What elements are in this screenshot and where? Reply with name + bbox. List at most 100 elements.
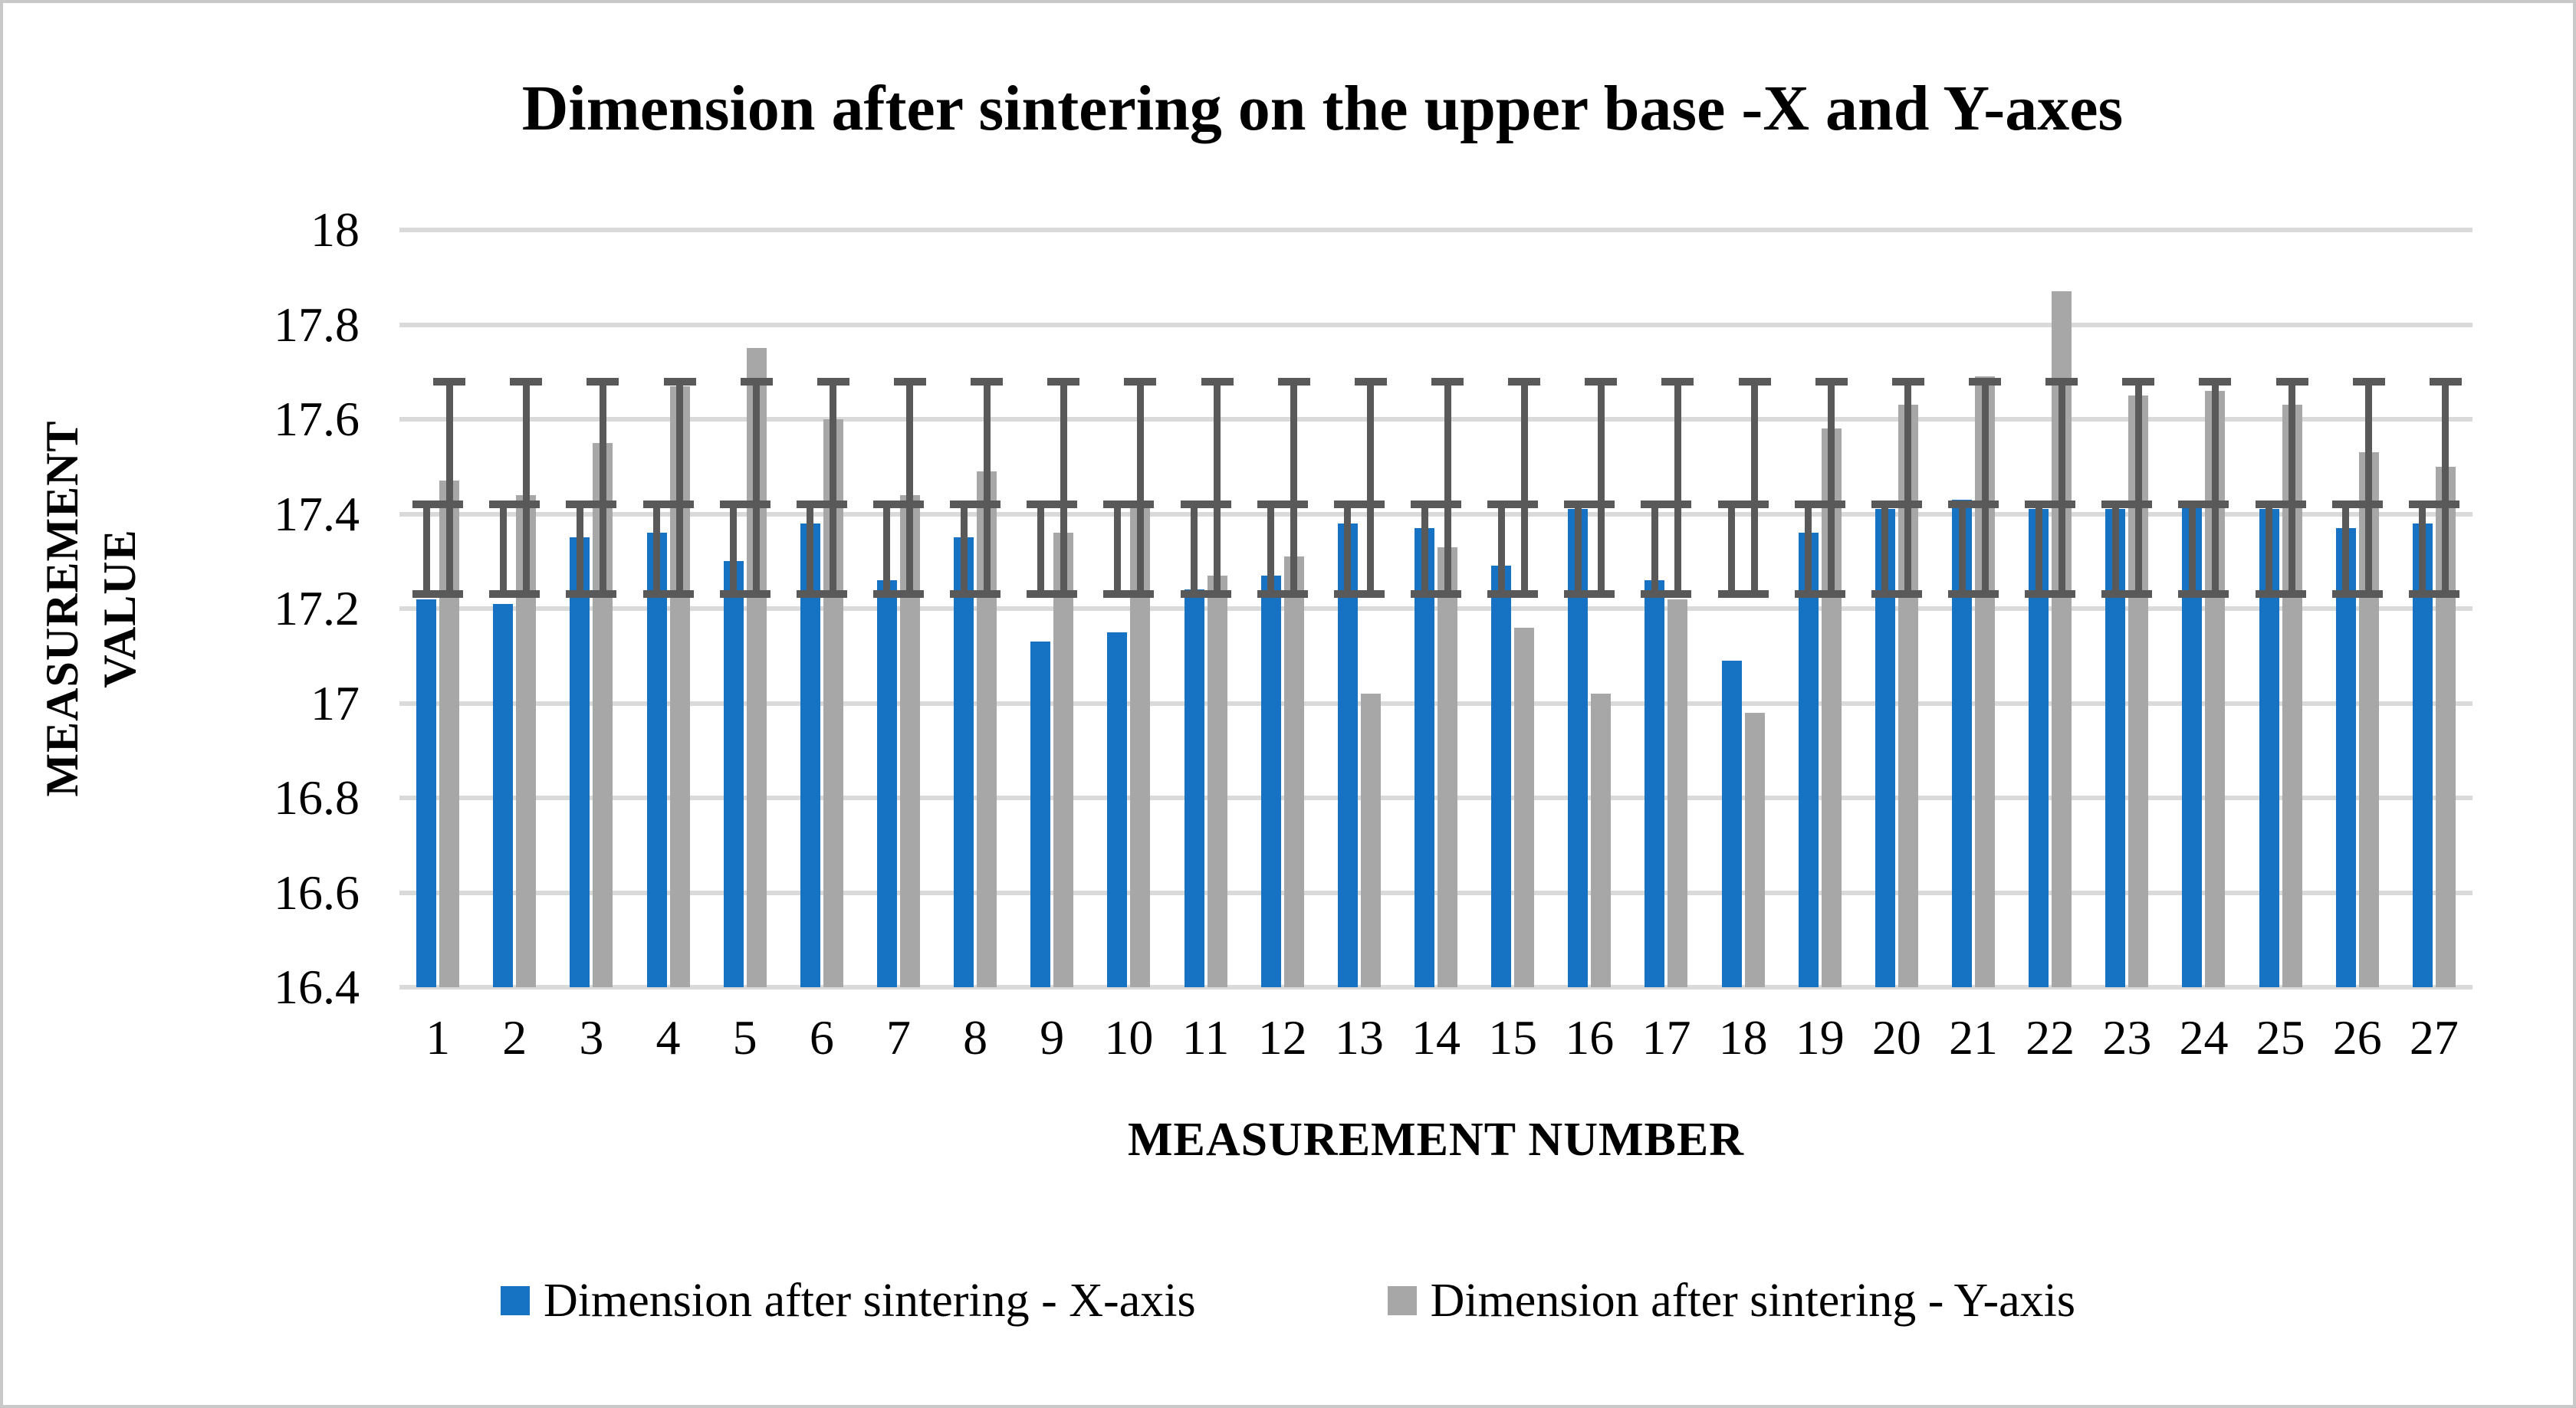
error-bar-cap-x-high	[412, 501, 464, 509]
error-bar-stem-x-series	[1805, 504, 1812, 595]
error-bar-cap-low	[1871, 590, 1922, 599]
error-bar-cap-x-high	[1948, 501, 1999, 509]
bar-x-axis-series	[2412, 523, 2433, 987]
bar-x-axis-series	[2335, 528, 2356, 987]
bar-y-axis-series	[1591, 694, 1612, 987]
error-bar-stem-x-series	[1574, 504, 1582, 595]
y-axis-tick-label: 17	[310, 675, 360, 730]
error-bar-cap-y-high	[1969, 377, 2002, 386]
error-bar-cap-low	[1794, 590, 1845, 599]
error-bar-stem-y-series	[599, 381, 606, 595]
x-axis-tick-label: 24	[2179, 1010, 2229, 1065]
error-bar-cap-y-high	[2275, 377, 2308, 386]
error-bar-cap-low	[412, 590, 464, 599]
error-bar-cap-low	[796, 590, 847, 599]
error-bar-stem-y-series	[1367, 381, 1375, 595]
error-bar-stem-y-series	[830, 381, 837, 595]
error-bar-stem-y-series	[1597, 381, 1605, 595]
error-bar-cap-x-high	[1487, 501, 1539, 509]
error-bar-stem-x-series	[1958, 504, 1966, 595]
x-axis-tick-label: 2	[502, 1010, 527, 1065]
error-bar-stem-y-series	[1674, 381, 1681, 595]
gridline	[399, 228, 2472, 232]
error-bar-cap-y-high	[510, 377, 543, 386]
error-bar-stem-x-series	[653, 504, 661, 595]
x-axis-tick-label: 11	[1181, 1010, 1230, 1065]
error-bar-stem-x-series	[576, 504, 583, 595]
bar-x-axis-series	[1798, 533, 1819, 987]
x-axis-tick-label: 10	[1104, 1010, 1154, 1065]
error-bar-stem-y-series	[1520, 381, 1528, 595]
error-bar-stem-y-series	[2134, 381, 2142, 595]
error-bar-cap-low	[642, 590, 694, 599]
error-bar-stem-y-series	[1828, 381, 1835, 595]
bar-x-axis-series	[570, 537, 590, 987]
legend-swatch-x-series-icon	[501, 1286, 531, 1315]
error-bar-stem-x-series	[2188, 504, 2196, 595]
error-bar-cap-y-high	[2045, 377, 2078, 386]
x-axis-tick-label: 25	[2256, 1010, 2305, 1065]
error-bar-cap-x-high	[2101, 501, 2153, 509]
error-bar-stem-y-series	[1136, 381, 1144, 595]
error-bar-cap-low	[2255, 590, 2306, 599]
error-bar-cap-y-high	[1738, 377, 1771, 386]
error-bar-cap-y-high	[586, 377, 619, 386]
bar-x-axis-series	[1030, 642, 1051, 987]
x-axis-tick-label: 17	[1641, 1010, 1691, 1065]
y-axis-tick-label: 18	[310, 202, 360, 257]
x-axis-tick-label: 21	[1949, 1010, 1999, 1065]
error-bar-stem-x-series	[1344, 504, 1352, 595]
x-axis-tick-label: 8	[963, 1010, 988, 1065]
error-bar-stem-x-series	[1267, 504, 1275, 595]
error-bar-cap-low	[1180, 590, 1231, 599]
error-bar-stem-x-series	[807, 504, 814, 595]
error-bar-cap-low	[2178, 590, 2229, 599]
bar-x-axis-series	[1721, 660, 1742, 987]
error-bar-cap-y-high	[1047, 377, 1080, 386]
error-bar-stem-x-series	[1191, 504, 1198, 595]
error-bar-cap-low	[1641, 590, 1692, 599]
x-axis-tick-label: 13	[1334, 1010, 1384, 1065]
error-bar-stem-x-series	[1113, 504, 1121, 595]
error-bar-stem-y-series	[983, 381, 991, 595]
gridline	[399, 701, 2472, 706]
x-axis-tick-label: 6	[809, 1010, 834, 1065]
error-bar-stem-y-series	[1060, 381, 1067, 595]
y-axis-tick-label: 17.4	[274, 486, 360, 541]
error-bar-stem-x-series	[499, 504, 507, 595]
error-bar-cap-low	[872, 590, 924, 599]
bar-y-axis-series	[1514, 627, 1535, 987]
y-axis-title-line1: MEASUREMENT	[37, 420, 87, 797]
bar-y-axis-series	[1207, 575, 1227, 987]
error-bar-cap-y-high	[1277, 377, 1310, 386]
error-bar-cap-low	[1257, 590, 1308, 599]
error-bar-stem-x-series	[2342, 504, 2350, 595]
chart-title: Dimension after sintering on the upper b…	[521, 73, 2124, 144]
error-bar-stem-x-series	[1497, 504, 1505, 595]
bar-y-axis-series	[1053, 533, 1074, 987]
error-bar-cap-y-high	[1585, 377, 1618, 386]
bar-x-axis-series	[1107, 632, 1128, 987]
legend-swatch-y-series-icon	[1387, 1286, 1417, 1315]
bar-x-axis-series	[1184, 589, 1204, 987]
error-bar-cap-x-high	[566, 501, 617, 509]
error-bar-stem-y-series	[1214, 381, 1221, 595]
error-bar-cap-y-high	[2122, 377, 2155, 386]
gridline	[399, 606, 2472, 611]
gridline	[399, 985, 2472, 990]
bar-x-axis-series	[800, 523, 820, 987]
error-bar-cap-y-high	[1354, 377, 1387, 386]
error-bar-cap-low	[719, 590, 770, 599]
error-bar-stem-y-series	[906, 381, 914, 595]
error-bar-cap-x-high	[1641, 501, 1692, 509]
error-bar-cap-x-high	[796, 501, 847, 509]
error-bar-cap-y-high	[971, 377, 1004, 386]
error-bar-cap-y-high	[1891, 377, 1924, 386]
bar-x-axis-series	[646, 533, 667, 987]
gridline	[399, 511, 2472, 517]
error-bar-stem-x-series	[883, 504, 891, 595]
error-bar-cap-low	[2408, 590, 2459, 599]
error-bar-cap-y-high	[740, 377, 773, 386]
x-axis-tick-label: 3	[579, 1010, 604, 1065]
gridline	[399, 796, 2472, 800]
